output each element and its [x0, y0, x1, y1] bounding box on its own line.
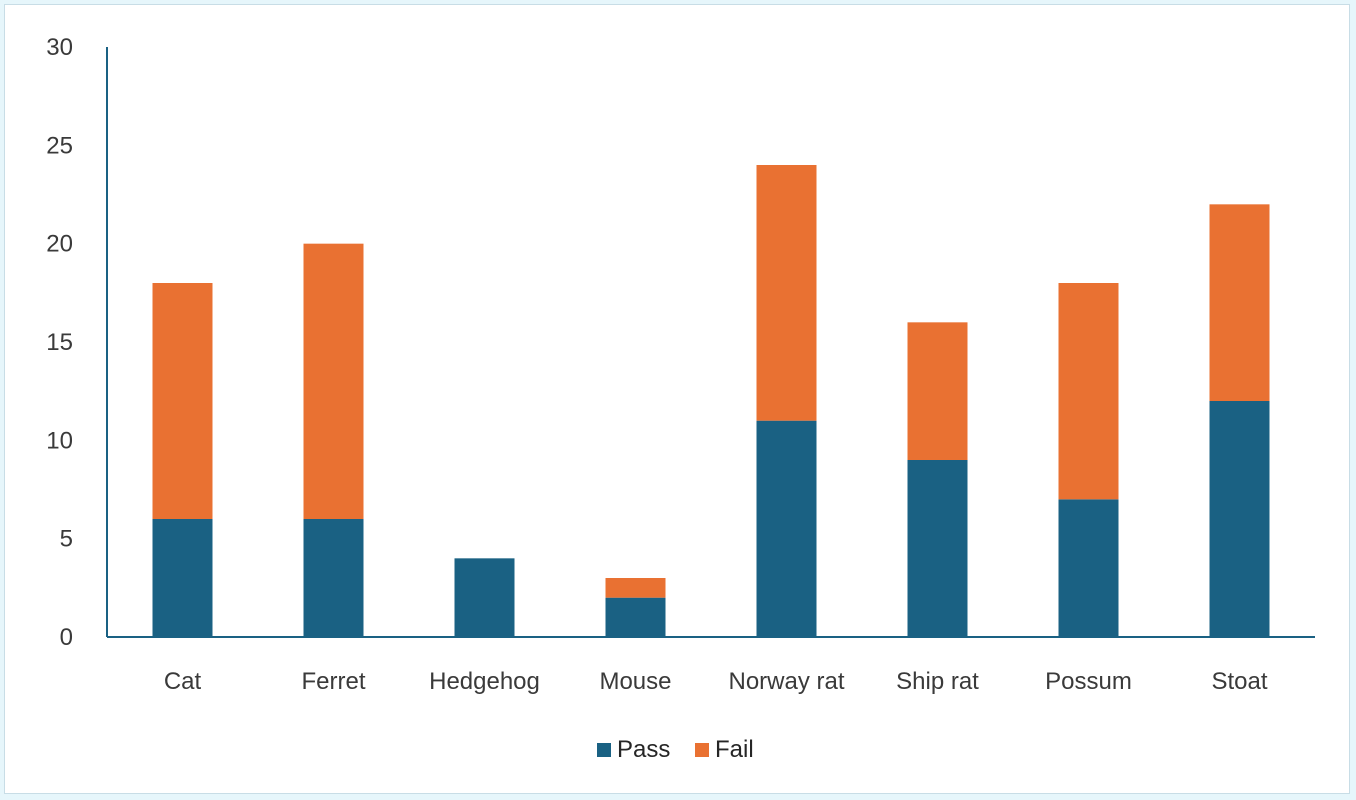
y-tick-label-30: 30 [46, 34, 73, 61]
bars-group [152, 165, 1270, 637]
x-category-label-mouse: Mouse [599, 668, 671, 695]
y-tick-label-5: 5 [60, 526, 73, 553]
axes-group [106, 47, 1315, 638]
legend-label-fail: Fail [715, 736, 754, 763]
stacked-bar-chart: 0 5 10 15 20 25 30 Cat Ferret Hedgehog Mouse Norwa… [46, 34, 1315, 763]
bar-pass-norway-rat [756, 420, 817, 637]
bar-fail-ship-rat [907, 322, 968, 460]
legend-label-pass: Pass [617, 736, 670, 763]
bar-fail-norway-rat [756, 165, 817, 421]
bar-fail-stoat [1209, 204, 1270, 401]
legend: Pass Fail [597, 736, 754, 763]
y-tick-label-25: 25 [46, 132, 73, 159]
bar-pass-mouse [605, 597, 666, 637]
bar-pass-stoat [1209, 401, 1270, 637]
x-category-label-stoat: Stoat [1211, 668, 1267, 695]
legend-swatch-pass [597, 743, 611, 757]
x-category-label-norway-rat: Norway rat [728, 668, 844, 695]
y-tick-label-10: 10 [46, 427, 73, 454]
bar-pass-hedgehog [454, 558, 515, 637]
x-category-label-possum: Possum [1045, 668, 1132, 695]
y-tick-labels: 0 5 10 15 20 25 30 [46, 34, 73, 651]
legend-swatch-fail [695, 743, 709, 757]
chart-frame: 0 5 10 15 20 25 30 Cat Ferret Hedgehog Mouse Norwa… [4, 4, 1350, 794]
x-category-label-cat: Cat [164, 668, 202, 695]
x-category-label-hedgehog: Hedgehog [429, 668, 540, 695]
y-tick-label-0: 0 [60, 624, 73, 651]
bar-pass-ship-rat [907, 460, 968, 637]
x-category-label-ferret: Ferret [301, 668, 365, 695]
y-tick-label-20: 20 [46, 231, 73, 258]
bar-fail-cat [152, 283, 213, 519]
bar-fail-ferret [303, 243, 364, 519]
bar-fail-possum [1058, 283, 1119, 500]
bar-fail-mouse [605, 578, 666, 598]
bar-pass-possum [1058, 499, 1119, 637]
y-tick-label-15: 15 [46, 329, 73, 356]
bar-pass-cat [152, 519, 213, 637]
x-category-labels: Cat Ferret Hedgehog Mouse Norway rat Ship rat… [164, 668, 1268, 695]
x-category-label-ship-rat: Ship rat [896, 668, 979, 695]
bar-pass-ferret [303, 519, 364, 637]
